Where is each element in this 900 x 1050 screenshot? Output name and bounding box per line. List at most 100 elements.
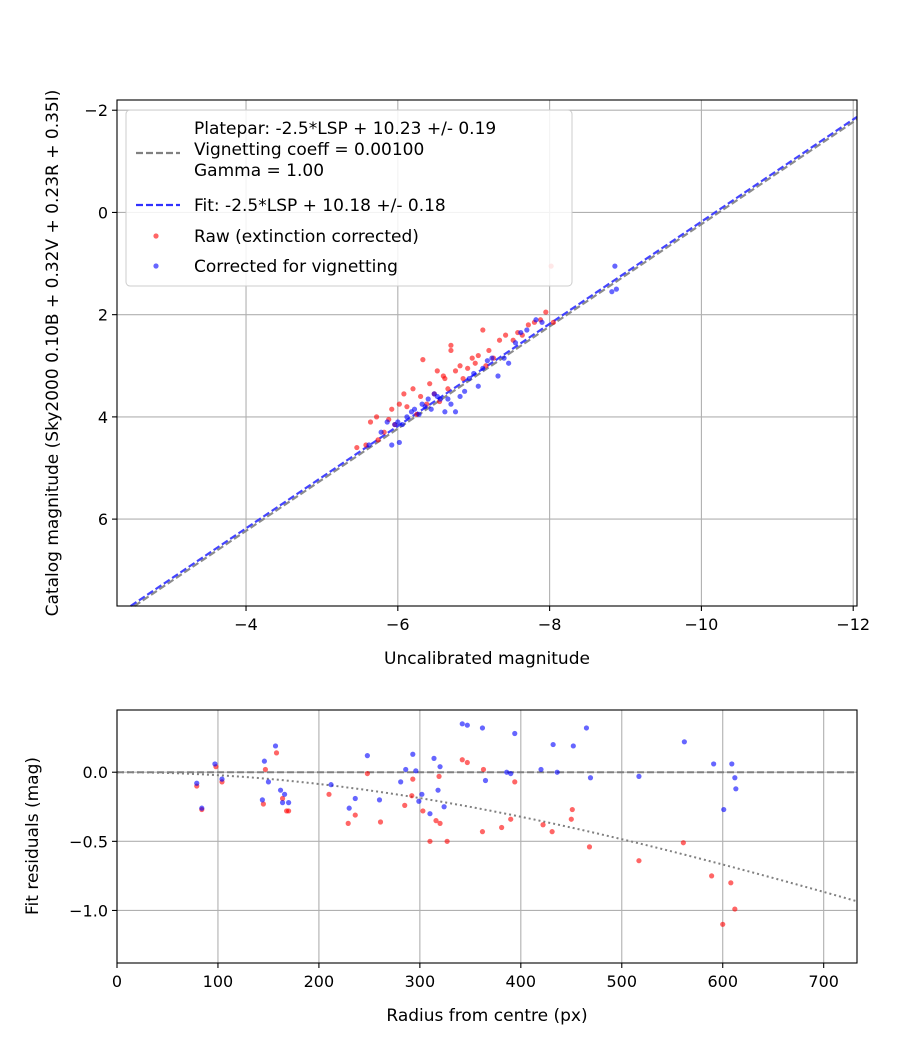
legend-platepar-label-line-1: Platepar: -2.5*LSP + 10.23 +/- 0.19 bbox=[194, 119, 496, 139]
y-tick-label: −2 bbox=[84, 101, 108, 120]
corrected-point bbox=[328, 782, 334, 788]
corrected-point bbox=[431, 755, 437, 761]
raw-point bbox=[479, 829, 486, 835]
corrected-point bbox=[346, 805, 352, 811]
raw-point bbox=[286, 808, 292, 814]
corrected-point bbox=[508, 770, 514, 777]
raw-point bbox=[732, 906, 738, 912]
raw-point bbox=[480, 327, 486, 333]
corrected-point bbox=[261, 758, 267, 764]
corrected-point bbox=[464, 722, 470, 728]
corrected-point bbox=[711, 761, 717, 767]
raw-point bbox=[569, 806, 575, 813]
y-tick-label: 2 bbox=[98, 306, 108, 325]
raw-point bbox=[410, 386, 416, 392]
corrected-point bbox=[512, 340, 519, 346]
y-tick-label: −1.0 bbox=[69, 901, 108, 920]
raw-point bbox=[401, 391, 407, 397]
corrected-point bbox=[279, 800, 286, 806]
raw-point bbox=[373, 414, 380, 420]
legend-corrected-label: Corrected for vignetting bbox=[194, 257, 398, 277]
raw-series bbox=[194, 750, 738, 927]
corrected-point bbox=[484, 358, 490, 364]
raw-point bbox=[543, 309, 549, 315]
x-tick-label: −10 bbox=[685, 615, 719, 634]
corrected-point bbox=[378, 429, 384, 435]
raw-point bbox=[436, 773, 442, 779]
corrected-point bbox=[416, 798, 422, 804]
raw-point bbox=[728, 880, 734, 886]
x-tick-label: 100 bbox=[203, 972, 234, 991]
corrected-point bbox=[395, 419, 401, 425]
raw-point bbox=[472, 360, 478, 366]
raw-point bbox=[469, 355, 475, 361]
calibration-fit-line bbox=[130, 115, 858, 607]
corrected-point bbox=[475, 383, 481, 389]
raw-point bbox=[502, 332, 509, 338]
corrected-point bbox=[681, 739, 687, 745]
corrected-point bbox=[384, 419, 390, 425]
x-tick-label: 700 bbox=[808, 972, 839, 991]
corrected-point bbox=[721, 806, 727, 813]
raw-point bbox=[389, 406, 395, 412]
corrected-point bbox=[286, 800, 292, 806]
raw-point bbox=[410, 776, 416, 782]
raw-point bbox=[364, 770, 370, 777]
corrected-point bbox=[404, 414, 410, 420]
calibration-plot-frame bbox=[116, 99, 858, 607]
corrected-point bbox=[428, 406, 434, 412]
corrected-point bbox=[587, 775, 594, 781]
x-tick-label: 0 bbox=[112, 972, 122, 991]
corrected-point bbox=[533, 317, 539, 323]
corrected-point bbox=[416, 411, 422, 417]
corrected-point bbox=[489, 355, 495, 361]
residuals-x-axis-label: Radius from centre (px) bbox=[386, 1006, 587, 1026]
corrected-point bbox=[501, 355, 507, 361]
residuals-plot: 0 100 200 300 400 500 600 700 −1.0 −0.5 0.0 Radius… bbox=[23, 709, 858, 1026]
corrected-point bbox=[265, 779, 272, 785]
legend-corrected-marker bbox=[153, 263, 159, 269]
legend-box bbox=[125, 109, 573, 287]
corrected-point bbox=[352, 795, 358, 802]
raw-point bbox=[396, 401, 402, 407]
calibration-y-axis-label: Catalog magnitude (Sky2000 0.10B + 0.32V… bbox=[43, 90, 63, 617]
raw-point bbox=[354, 444, 360, 451]
raw-point bbox=[480, 766, 487, 773]
corrected-point bbox=[457, 393, 463, 400]
corrected-point bbox=[550, 741, 556, 748]
y-tick-label: −0.5 bbox=[69, 832, 108, 851]
corrected-point bbox=[259, 797, 265, 803]
calibration-legend: Platepar: -2.5*LSP + 10.23 +/- 0.19 Vign… bbox=[125, 109, 573, 287]
y-tick-label: 6 bbox=[98, 510, 108, 529]
corrected-point bbox=[366, 442, 372, 448]
corrected-point bbox=[398, 779, 404, 785]
raw-point bbox=[459, 757, 465, 763]
x-tick-label: −6 bbox=[386, 615, 410, 634]
residuals-plot-frame bbox=[116, 709, 858, 964]
corrected-point bbox=[437, 396, 443, 402]
raw-point bbox=[279, 795, 286, 802]
x-tick-label: −8 bbox=[538, 615, 562, 634]
corrected-point bbox=[419, 791, 425, 797]
residuals-grid bbox=[116, 710, 857, 963]
corrected-point bbox=[466, 375, 472, 382]
corrected-point bbox=[413, 768, 419, 774]
corrected-series bbox=[366, 263, 620, 448]
x-tick-label: 600 bbox=[707, 972, 738, 991]
calibration-plot: −4 −6 −8 −10 −12 −2 0 2 4 6 Uncalibrated magnitud… bbox=[43, 90, 870, 669]
raw-point bbox=[260, 801, 266, 807]
legend-fit-label: Fit: -2.5*LSP + 10.18 +/- 0.18 bbox=[194, 196, 446, 216]
corrected-point bbox=[277, 787, 284, 793]
platepar-fit-line bbox=[133, 118, 858, 607]
corrected-point bbox=[512, 730, 518, 737]
raw-point bbox=[402, 802, 408, 808]
raw-point bbox=[420, 357, 426, 363]
corrected-point bbox=[403, 766, 409, 773]
raw-series bbox=[354, 263, 557, 451]
corrected-point bbox=[212, 761, 218, 767]
residuals-y-axis-label: Fit residuals (mag) bbox=[23, 757, 43, 915]
corrected-point bbox=[442, 409, 448, 415]
x-tick-label: −4 bbox=[234, 615, 258, 634]
corrected-point bbox=[281, 791, 288, 797]
